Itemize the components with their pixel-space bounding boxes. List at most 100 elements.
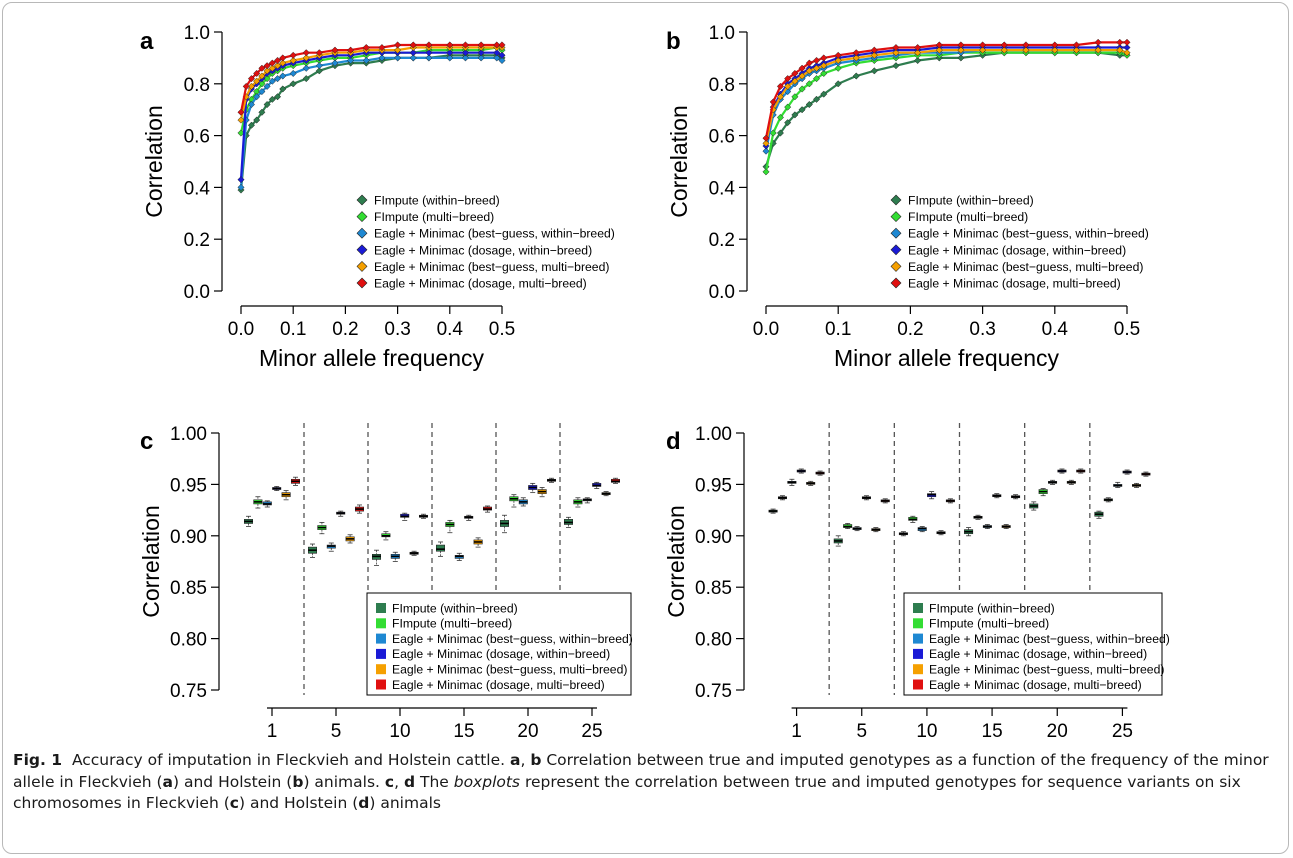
data-point [237, 116, 245, 124]
caption-fragment: c [229, 794, 239, 812]
y-tick-label: 0.4 [709, 178, 736, 199]
data-point [425, 49, 433, 57]
data-point [935, 46, 943, 54]
data-point [957, 46, 965, 54]
data-point [1123, 49, 1131, 57]
data-point [784, 82, 792, 90]
y-tick-label: 0.90 [695, 527, 732, 548]
panel-letter: d [666, 428, 681, 455]
data-point [247, 121, 255, 129]
data-point [979, 41, 987, 49]
legend-marker [890, 227, 902, 239]
data-point [253, 77, 261, 85]
x-axis-title: Chromosome [363, 747, 501, 750]
legend-swatch [913, 648, 923, 659]
legend-marker [356, 194, 368, 206]
legend-swatch [913, 664, 923, 675]
y-tick-label: 0.4 [184, 178, 211, 199]
data-point [461, 54, 470, 62]
x-tick-label: 20 [1047, 721, 1068, 742]
caption-fragment: b [530, 751, 542, 769]
y-tick-label: 0.80 [170, 630, 207, 651]
y-tick-label: 0.2 [709, 230, 735, 251]
data-point [1072, 46, 1081, 54]
data-point [834, 80, 842, 88]
panel-a: a 0.0 0.2 0.4 0.6 0.8 1.0 Correlation 0.0 0.1 0.2 0… [140, 23, 615, 371]
legend-label: Eagle + Minimac (best−guess, within−bree… [929, 632, 1170, 646]
y-axis-title: Correlation [666, 105, 692, 218]
data-point [237, 183, 245, 191]
legend-marker [356, 211, 368, 223]
data-point [289, 51, 297, 59]
data-point [957, 41, 965, 49]
x-tick-label: 0.2 [897, 319, 923, 340]
data-point [820, 69, 828, 77]
legend-swatch [376, 603, 386, 613]
data-point [798, 85, 806, 93]
data-point [1051, 46, 1059, 54]
data-point [289, 80, 297, 88]
y-tick-label: 0.2 [184, 230, 210, 251]
legend-marker [356, 244, 368, 256]
x-tick-label: 0.3 [384, 319, 410, 340]
x-tick-label: 25 [1112, 721, 1133, 742]
data-point [446, 41, 454, 49]
data-point [769, 98, 777, 106]
legend-marker [890, 194, 902, 206]
y-axis-title: Correlation [138, 505, 164, 618]
x-tick-label: 15 [982, 721, 1003, 742]
y-axis-title: Correlation [663, 505, 689, 618]
y-tick-label: 0.8 [709, 75, 735, 96]
legend-label: Eagle + Minimac (best−guess, multi−breed… [929, 663, 1164, 677]
caption-fragment: ) animals [369, 794, 441, 812]
data-point [1116, 38, 1124, 46]
legend-marker [356, 260, 368, 272]
x-tick-label: 0.5 [1114, 319, 1140, 340]
legend-label: FImpute (within−breed) [929, 601, 1055, 615]
data-point [852, 72, 860, 80]
data-point [812, 95, 821, 103]
data-point [315, 49, 323, 57]
legend-label: FImpute (multi−breed) [392, 617, 512, 631]
data-point [812, 75, 821, 83]
y-tick-label: 1.00 [170, 424, 207, 445]
caption-fragment: d [358, 794, 370, 812]
data-point [279, 85, 287, 93]
data-point [1094, 38, 1102, 46]
legend-label: Eagle + Minimac (dosage, within−breed) [392, 647, 610, 661]
data-point [784, 103, 792, 111]
legend-marker [890, 211, 902, 223]
x-tick-label: 0.1 [825, 319, 851, 340]
data-point [1022, 46, 1030, 54]
legend-marker [890, 244, 902, 256]
data-point [409, 41, 417, 49]
data-point [498, 56, 506, 65]
data-point [315, 62, 323, 70]
data-point [247, 75, 255, 83]
data-point [362, 56, 370, 65]
data-point [394, 54, 402, 62]
data-point [253, 69, 261, 77]
legend-marker [890, 277, 902, 289]
data-point [870, 51, 878, 59]
caption-fragment: d [403, 772, 416, 791]
x-tick-label: 25 [581, 721, 602, 742]
data-point [493, 54, 501, 62]
data-point [852, 54, 860, 62]
data-point [805, 59, 813, 67]
caption-fragment: ) and Holstein ( [173, 772, 293, 791]
x-axis-title: Minor allele frequency [834, 345, 1060, 371]
legend-swatch [913, 603, 923, 613]
data-point [331, 46, 339, 54]
y-tick-label: 1.0 [709, 23, 735, 44]
data-point [315, 67, 323, 75]
x-tick-label: 0.5 [489, 319, 515, 340]
caption-fragment: b [292, 772, 304, 791]
data-point [279, 54, 287, 62]
legend-label: FImpute (multi−breed) [929, 617, 1049, 631]
data-point [268, 95, 276, 103]
legend-swatch [913, 618, 923, 629]
data-point [279, 72, 287, 80]
data-point [279, 59, 287, 67]
